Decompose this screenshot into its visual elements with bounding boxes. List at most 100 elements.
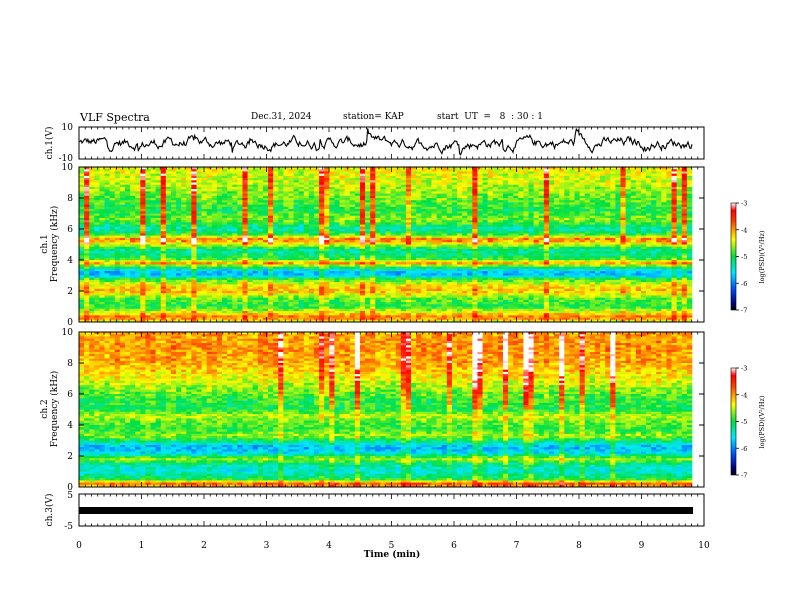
spectrogram-cell: [416, 186, 422, 190]
spectrogram-cell: [339, 220, 345, 223]
spectrogram-cell: [600, 206, 606, 210]
spectrogram-cell: [140, 200, 146, 203]
spectrogram-cell: [319, 195, 325, 199]
spectrogram-cell: [268, 171, 274, 174]
spectrogram-cell: [165, 175, 172, 179]
spectrogram-cell: [262, 253, 269, 256]
spectrogram-cell: [635, 173, 642, 177]
spectrogram-cell: [303, 184, 310, 188]
spectrogram-cell: [395, 186, 402, 190]
spectrogram-cell: [99, 211, 105, 214]
spectrogram-cell: [625, 235, 631, 239]
spectrogram-cell: [620, 226, 626, 230]
spectrogram-cell: [278, 220, 284, 223]
spectrogram-cell: [252, 204, 259, 208]
spectrogram-cell: [385, 195, 391, 199]
spectrogram-cell: [237, 189, 243, 192]
spectrogram-cell: [354, 215, 361, 219]
spectrogram-cell: [400, 182, 407, 186]
spectrogram-cell: [268, 253, 274, 256]
spectrogram-cell: [222, 191, 228, 194]
spectrogram-cell: [283, 209, 289, 212]
spectrogram-cell: [140, 169, 146, 172]
spectrogram-cell: [344, 237, 351, 241]
spectrogram-cell: [181, 211, 187, 214]
spectrogram-cell: [605, 222, 611, 225]
spectrogram-cell: [79, 222, 85, 225]
spectrogram-cell: [216, 198, 223, 201]
spectrogram-cell: [370, 180, 376, 183]
spectrogram-cell: [497, 246, 504, 250]
spectrogram-cell: [227, 242, 233, 245]
spectrogram-cell: [344, 182, 351, 186]
spectrogram-cell: [411, 173, 417, 177]
spectrogram-cell: [640, 167, 647, 170]
spectrogram-cell: [467, 195, 473, 199]
spectrogram-cell: [620, 206, 626, 210]
spectrogram-cell: [186, 209, 192, 212]
spectrogram-cell: [548, 253, 555, 256]
spectrogram-cell: [497, 235, 504, 239]
spectrogram-cell: [508, 198, 514, 201]
spectrogram-cell: [119, 242, 126, 245]
spectrogram-cell: [339, 186, 345, 190]
spectrogram-cell: [620, 251, 626, 254]
spectrogram-cell: [268, 211, 274, 214]
spectrogram-cell: [492, 186, 499, 190]
spectrogram-cell: [191, 171, 197, 174]
spectrogram-cell: [431, 200, 437, 203]
spectrogram-cell: [400, 237, 407, 241]
spectrogram-cell: [579, 226, 586, 230]
spectrogram-cell: [119, 229, 126, 232]
spectrogram-cell: [457, 226, 463, 230]
spectrogram-cell: [661, 206, 667, 210]
spectrogram-cell: [467, 224, 473, 228]
spectrogram-cell: [411, 217, 417, 221]
spectrogram-cell: [640, 209, 647, 212]
spectrogram-cell: [502, 248, 509, 252]
spectrogram-cell: [554, 248, 560, 252]
spectrogram-cell: [124, 189, 131, 192]
spectrogram-cell: [262, 175, 269, 179]
spectrogram-cell: [411, 200, 417, 203]
spectrogram-cell: [446, 191, 453, 194]
spectrogram-cell: [329, 189, 335, 192]
spectrogram-cell: [191, 237, 197, 241]
spectrogram-cell: [482, 211, 488, 214]
spectrogram-cell: [339, 175, 345, 179]
spectrogram-cell: [313, 255, 320, 259]
spectrogram-cell: [176, 175, 182, 179]
spectrogram-cell: [283, 173, 289, 177]
spectrogram-cell: [441, 211, 448, 214]
spectrogram-cell: [94, 209, 100, 212]
spectrogram-cell: [502, 202, 509, 205]
spectrogram-cell: [201, 217, 208, 221]
spectrogram-cell: [181, 242, 187, 245]
spectrogram-cell: [375, 167, 381, 170]
spectrogram-cell: [472, 231, 478, 234]
spectrogram-cell: [589, 193, 596, 197]
spectrogram-cell: [482, 180, 488, 183]
spectrogram-cell: [472, 200, 478, 203]
spectrogram-cell: [651, 200, 657, 203]
spectrogram-cell: [431, 220, 437, 223]
spectrogram-cell: [518, 173, 524, 177]
spectrogram-cell: [313, 235, 320, 239]
spectrogram-cell: [339, 233, 345, 236]
spectrogram-cell: [559, 209, 565, 212]
spectrogram-cell: [523, 204, 529, 208]
spectrogram-cell: [283, 226, 289, 230]
spectrogram-cell: [681, 246, 688, 250]
spectrogram-cell: [472, 171, 478, 174]
spectrogram-cell: [462, 242, 468, 245]
spectrogram-cell: [671, 231, 677, 234]
spectrogram-cell: [170, 200, 177, 203]
spectrogram-cell: [160, 200, 167, 203]
spectrogram-cell: [528, 222, 534, 225]
spectrogram-cell: [462, 193, 468, 197]
spectrogram-cell: [201, 255, 208, 259]
spectrogram-cell: [533, 184, 540, 188]
spectrogram-cell: [411, 175, 417, 179]
spectrogram-cell: [564, 229, 570, 232]
spectrogram-cell: [298, 244, 305, 248]
